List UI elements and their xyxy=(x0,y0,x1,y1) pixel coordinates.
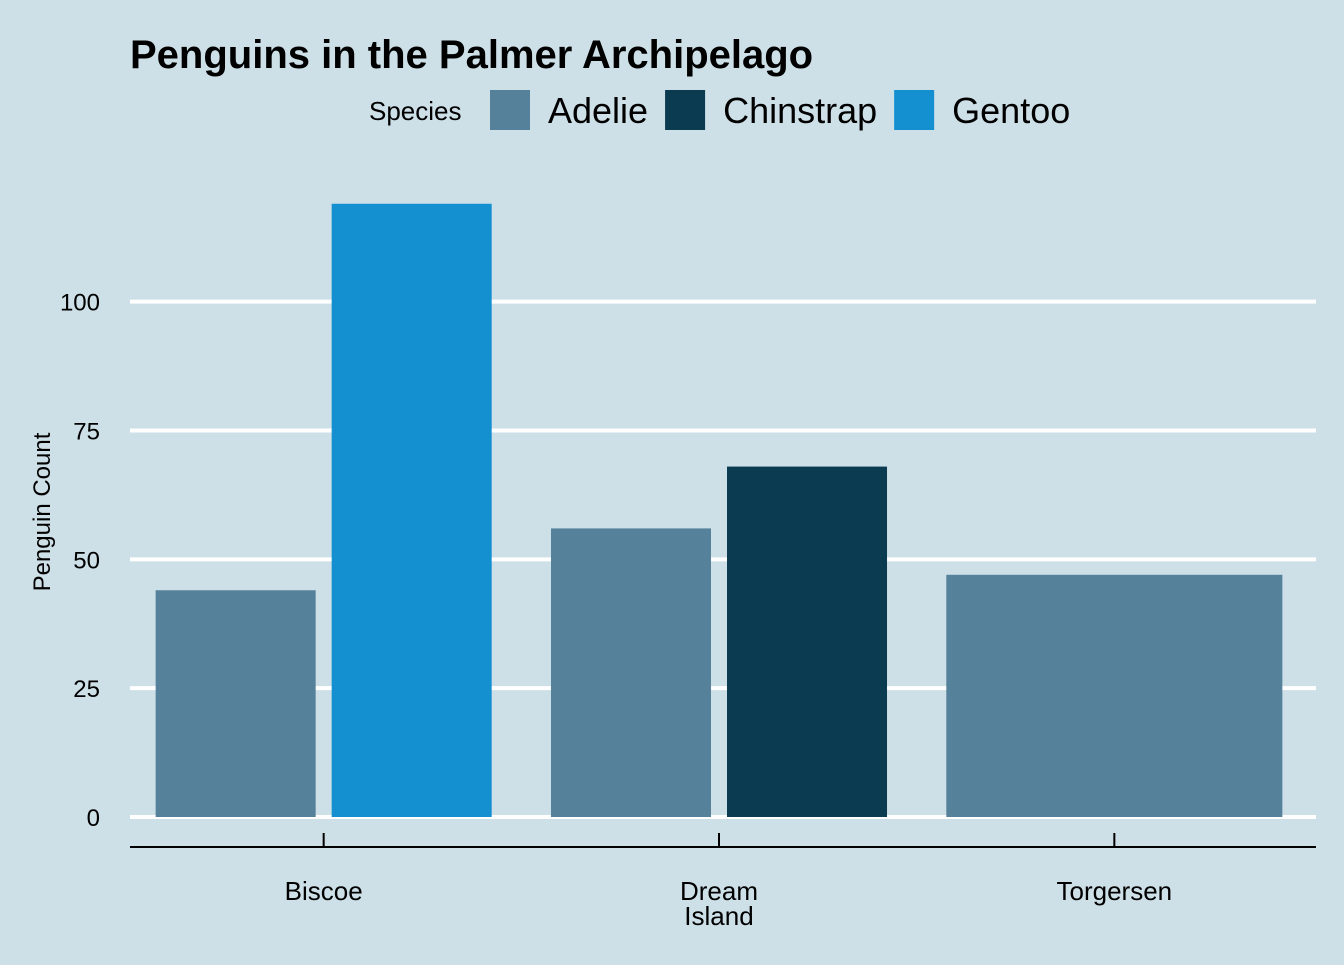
y-tick-label: 0 xyxy=(87,805,100,832)
x-tick-label: Biscoe xyxy=(285,876,363,906)
y-tick-label: 50 xyxy=(73,547,100,574)
y-tick-label: 25 xyxy=(73,676,100,703)
y-tick-label: 100 xyxy=(60,290,100,317)
legend-label-gentoo: Gentoo xyxy=(952,90,1070,131)
x-tick-label-line: Island xyxy=(684,901,753,931)
y-tick-label: 75 xyxy=(73,419,100,446)
x-tick-label-line: Dream xyxy=(680,876,758,906)
bars xyxy=(155,203,1283,818)
x-tick-label-line: Torgersen xyxy=(1057,876,1173,906)
bar-biscoe-gentoo xyxy=(331,203,492,818)
legend-label-adelie: Adelie xyxy=(548,90,648,131)
chart-title: Penguins in the Palmer Archipelago xyxy=(130,33,813,77)
bar-biscoe-adelie xyxy=(155,590,316,817)
bar-dream-island-adelie xyxy=(550,528,711,817)
legend-swatch-adelie xyxy=(490,90,530,130)
bar-dream-island-chinstrap xyxy=(727,466,888,817)
legend: Species Adelie Chinstrap Gentoo xyxy=(369,90,1070,131)
x-tick-label-line: Biscoe xyxy=(285,876,363,906)
legend-swatch-gentoo xyxy=(894,90,935,130)
x-tick-label: Torgersen xyxy=(1057,876,1173,906)
x-axis: Biscoe Dream Island Torgersen xyxy=(130,833,1316,931)
y-axis-label: Penguin Count xyxy=(29,432,56,591)
x-tick-label: Dream Island xyxy=(680,876,758,931)
y-axis-ticks: 0 25 50 75 100 xyxy=(60,290,100,832)
bar-torgersen-adelie xyxy=(946,574,1283,817)
legend-swatch-chinstrap xyxy=(665,90,706,130)
legend-title: Species xyxy=(369,96,462,126)
legend-label-chinstrap: Chinstrap xyxy=(723,90,877,131)
